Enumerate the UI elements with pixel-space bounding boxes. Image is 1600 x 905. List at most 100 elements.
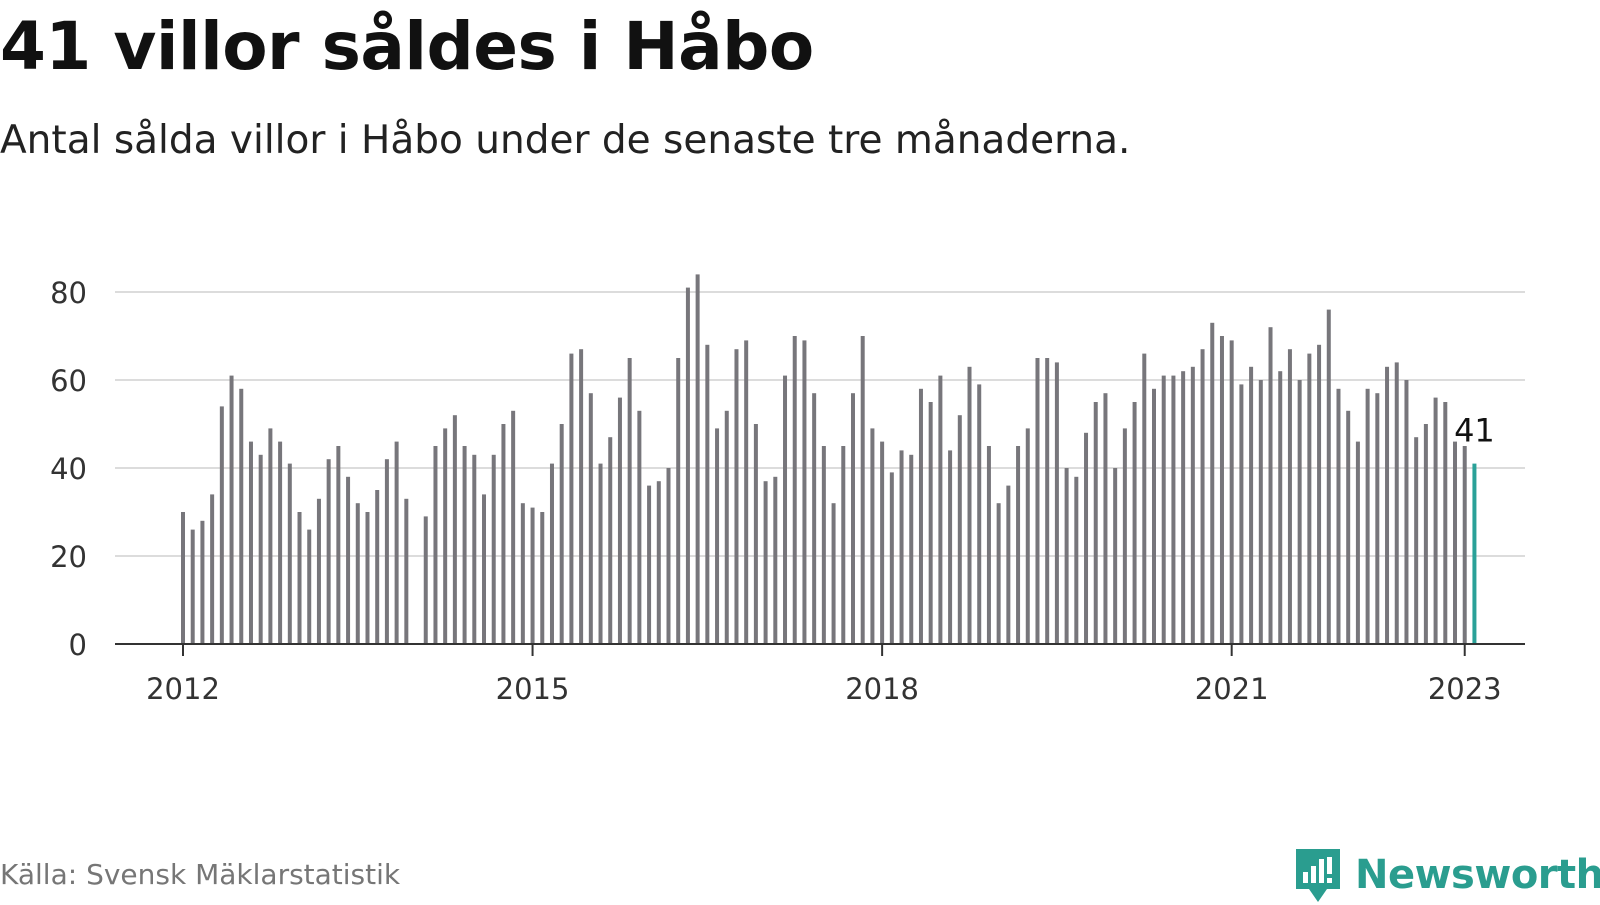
- bar: [715, 428, 720, 644]
- chart-title: 41 villor såldes i Håbo: [0, 8, 814, 85]
- bar: [918, 388, 923, 644]
- x-tick-label: 2012: [146, 672, 220, 706]
- bar: [579, 349, 584, 644]
- bar: [1268, 327, 1273, 644]
- bar: [530, 507, 535, 644]
- bar: [792, 336, 797, 644]
- bar: [1414, 437, 1419, 644]
- bar: [608, 437, 613, 644]
- bar: [219, 406, 224, 644]
- bar: [627, 358, 632, 644]
- bar: [647, 485, 652, 644]
- bar: [190, 529, 195, 644]
- bar: [1229, 340, 1234, 644]
- bar: [695, 274, 700, 644]
- bar: [1152, 388, 1156, 644]
- bar: [1258, 380, 1263, 644]
- bar: [559, 424, 564, 644]
- bar: [957, 415, 962, 644]
- bar: [1249, 366, 1254, 644]
- bar: [1113, 468, 1118, 644]
- brand-name: Newsworthy: [1355, 852, 1600, 898]
- bar: [831, 503, 836, 644]
- bar: [248, 441, 253, 644]
- bar: [1084, 432, 1089, 644]
- bar: [1394, 362, 1399, 644]
- bar: [569, 353, 574, 644]
- source-note: Källa: Svensk Mäklarstatistik: [0, 858, 401, 891]
- bar: [1365, 388, 1370, 644]
- bar: [384, 459, 389, 644]
- bar: [1443, 402, 1448, 644]
- bar: [860, 336, 865, 644]
- bar: [685, 287, 690, 644]
- bar: [1385, 366, 1390, 644]
- bar: [316, 498, 321, 644]
- bar: [656, 481, 661, 644]
- bar: [365, 512, 370, 644]
- bar: [948, 450, 953, 644]
- bar: [1219, 336, 1224, 644]
- bar: [967, 366, 972, 644]
- bar: [1161, 375, 1166, 644]
- bar: [268, 428, 273, 644]
- bar: [880, 441, 885, 644]
- bar: [1142, 353, 1147, 644]
- bar: [1462, 446, 1467, 644]
- bar: [1016, 446, 1021, 644]
- y-tick-label: 40: [50, 452, 87, 486]
- bar: [394, 441, 399, 644]
- bar: [1054, 362, 1059, 644]
- bar: [210, 494, 215, 644]
- bar: [326, 459, 331, 644]
- y-tick-label: 0: [69, 628, 87, 662]
- bar: [443, 428, 448, 644]
- bar: [928, 402, 933, 644]
- x-tick-label: 2021: [1195, 672, 1269, 706]
- bar: [423, 516, 428, 644]
- bar: [472, 454, 477, 644]
- bar: [724, 410, 729, 644]
- bar: [258, 454, 263, 644]
- bar: [753, 424, 758, 644]
- bar: [705, 344, 710, 644]
- bar: [899, 450, 904, 644]
- bar: [346, 476, 351, 644]
- bar: [1093, 402, 1098, 644]
- bar: [870, 428, 875, 644]
- bar: [617, 397, 622, 644]
- gridlines: [115, 291, 1525, 557]
- bar: [404, 498, 409, 644]
- bar: [1239, 384, 1244, 644]
- bar: [181, 512, 185, 644]
- newsworthy-logo-icon: [1296, 849, 1340, 902]
- bars: 41: [181, 274, 1495, 644]
- bar: [1297, 380, 1302, 644]
- bar: [520, 503, 525, 644]
- bar: [1200, 349, 1205, 644]
- x-tick-label: 2023: [1428, 672, 1502, 706]
- bar: [637, 410, 642, 644]
- bar: [773, 476, 778, 644]
- bar: [1025, 428, 1030, 644]
- x-tick-label: 2015: [496, 672, 570, 706]
- bar: [1375, 393, 1380, 644]
- bar: [1181, 371, 1186, 644]
- bar: [996, 503, 1001, 644]
- x-tick-label: 2018: [845, 672, 919, 706]
- bar: [1103, 393, 1108, 644]
- highlight-bar: [1472, 463, 1477, 644]
- bar: [229, 375, 234, 644]
- bar: [491, 454, 496, 644]
- bar: [763, 481, 768, 644]
- bar: [1287, 349, 1292, 644]
- y-tick-label: 60: [50, 364, 87, 398]
- bar: [1404, 380, 1409, 644]
- bar: [433, 446, 438, 644]
- bar: [452, 415, 457, 644]
- bar: [287, 463, 292, 644]
- bar: [841, 446, 846, 644]
- bar: [462, 446, 467, 644]
- bar: [812, 393, 817, 644]
- bar: [511, 410, 516, 644]
